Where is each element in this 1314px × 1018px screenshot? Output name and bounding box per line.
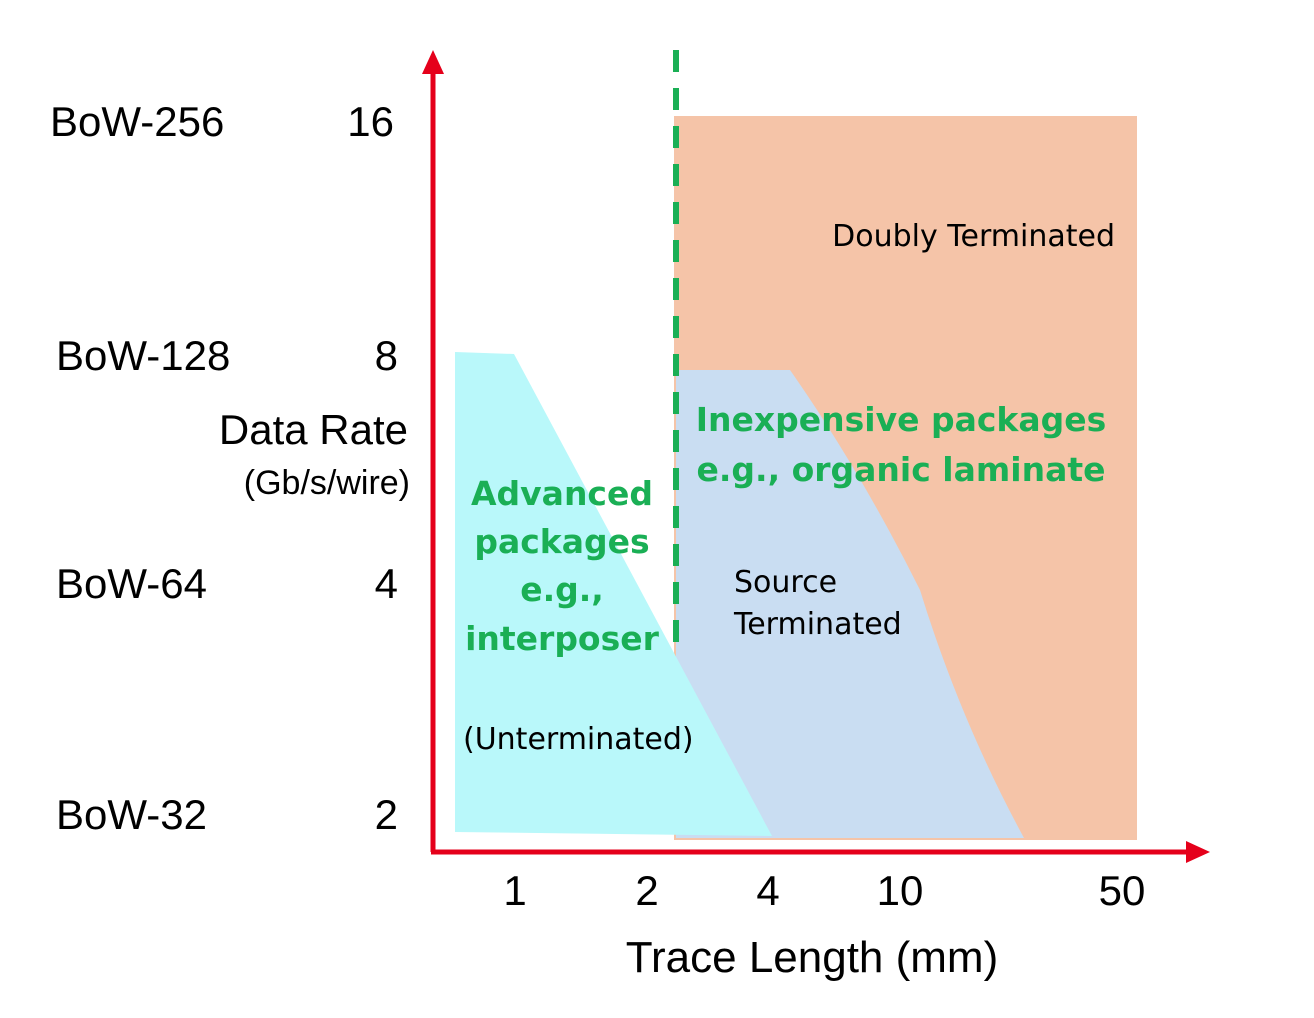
y-level-2: BoW-32 2	[56, 791, 398, 838]
y-level-16: BoW-256 16	[50, 98, 394, 145]
x-tick-label: 4	[756, 867, 779, 914]
level-name: BoW-128	[56, 332, 230, 379]
arrow-up-icon	[422, 50, 444, 74]
x-tick-label: 1	[503, 867, 526, 914]
advanced-line: interposer	[465, 619, 660, 658]
arrow-right-icon	[1186, 841, 1210, 863]
level-rate: 8	[375, 332, 398, 379]
level-name: BoW-64	[56, 560, 207, 607]
level-name: BoW-32	[56, 791, 207, 838]
doubly-terminated-label: Doubly Terminated	[832, 219, 1115, 254]
y-level-8: BoW-128 8	[56, 332, 398, 379]
y-axis-title: Data Rate	[219, 406, 408, 453]
x-tick-label: 2	[635, 867, 658, 914]
advanced-line: Advanced	[471, 474, 653, 513]
x-tick-label: 50	[1099, 867, 1146, 914]
x-tick-label: 10	[877, 867, 924, 914]
advanced-line: e.g.,	[520, 570, 604, 609]
unterminated-region	[455, 352, 772, 836]
advanced-line: packages	[474, 522, 649, 561]
source-terminated-label-line2: Terminated	[733, 607, 902, 642]
advanced-packages-label: Advanced packages e.g., interposer	[465, 474, 660, 658]
y-level-4: BoW-64 4	[56, 560, 398, 607]
level-name: BoW-256	[50, 98, 224, 145]
level-rate: 2	[375, 791, 398, 838]
source-terminated-label-line1: Source	[734, 565, 837, 600]
source-terminated-region	[676, 370, 1024, 838]
inexpensive-line: Inexpensive packages	[696, 400, 1107, 439]
inexpensive-line: e.g., organic laminate	[697, 450, 1106, 489]
level-rate: 16	[347, 98, 394, 145]
unterminated-label: (Unterminated)	[463, 722, 694, 757]
x-axis-title: Trace Length (mm)	[626, 933, 998, 982]
level-rate: 4	[375, 560, 398, 607]
inexpensive-packages-label: Inexpensive packages e.g., organic lamin…	[696, 400, 1107, 489]
y-axis-unit: (Gb/s/wire)	[244, 464, 410, 502]
